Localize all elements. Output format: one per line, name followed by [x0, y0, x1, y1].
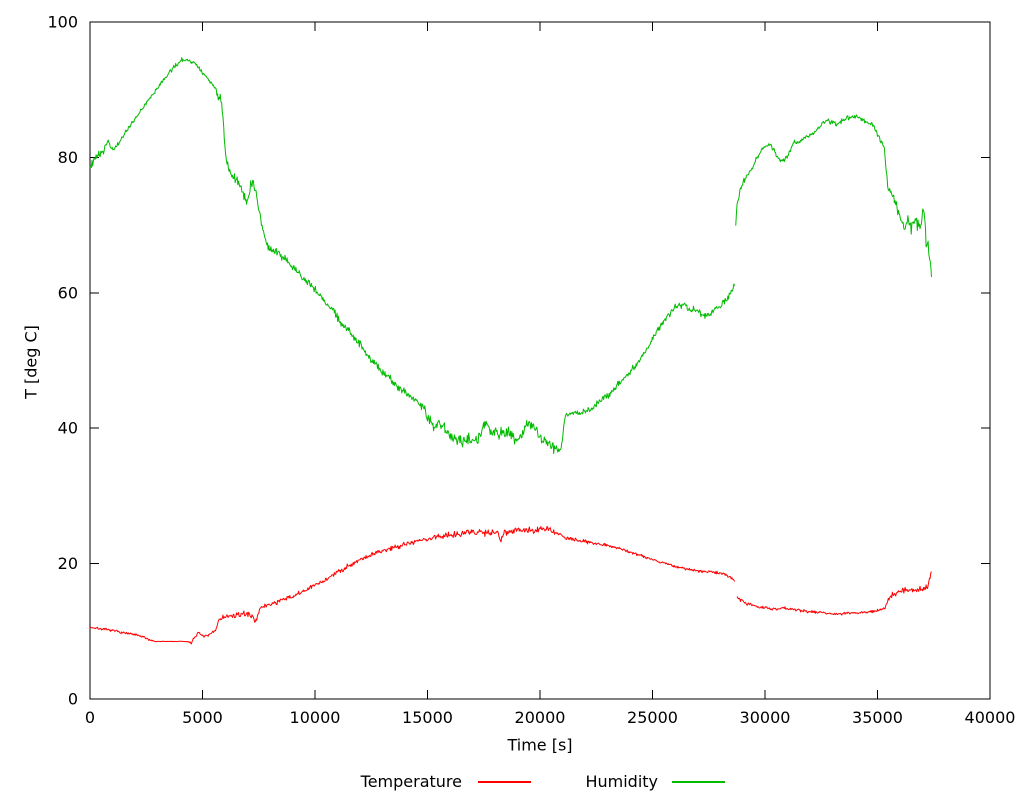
y-tick-label: 40 [58, 419, 78, 438]
y-tick-label: 0 [68, 690, 78, 709]
plot-border [89, 21, 991, 700]
x-tick-label: 30000 [740, 708, 791, 727]
legend-line-temperature [478, 781, 531, 783]
x-tick-label: 20000 [515, 708, 566, 727]
series-humidity [735, 114, 932, 278]
x-tick-label: 15000 [402, 708, 453, 727]
x-tick-label: 35000 [852, 708, 903, 727]
x-axis-title: Time [s] [507, 735, 573, 755]
series-temperature [89, 526, 736, 645]
series-temperature [736, 571, 932, 616]
x-tick-label: 40000 [965, 708, 1016, 727]
legend-label-humidity: Humidity [585, 772, 658, 791]
y-tick-label: 100 [47, 13, 78, 32]
x-tick-label: 25000 [627, 708, 678, 727]
y-axis-title: T [deg C] [21, 325, 41, 399]
x-tick-label: 5000 [182, 708, 223, 727]
legend-label-temperature: Temperature [360, 772, 462, 791]
y-tick-label: 20 [58, 554, 78, 573]
y-tick-label: 80 [58, 148, 78, 167]
legend-line-humidity [672, 781, 725, 783]
x-tick-label: 0 [85, 708, 95, 727]
series-humidity [89, 57, 736, 455]
y-tick-label: 60 [58, 283, 78, 302]
x-tick-label: 10000 [290, 708, 341, 727]
